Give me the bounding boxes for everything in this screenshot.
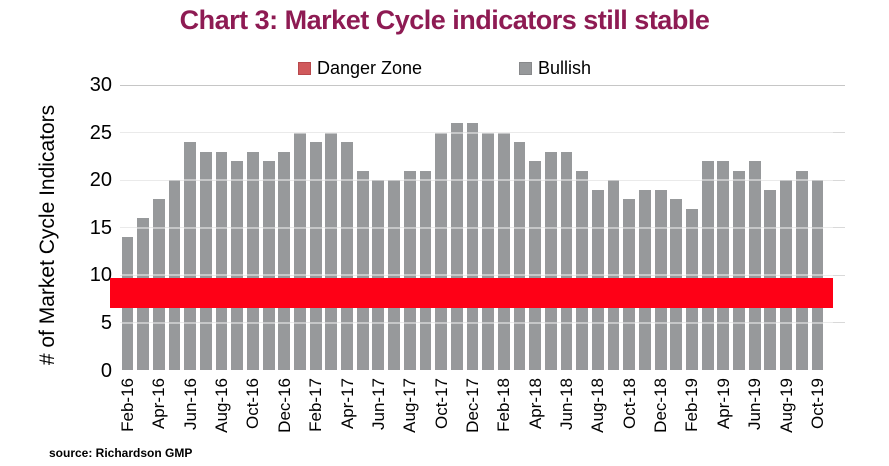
bar-jun-18 [560,151,573,371]
y-tick-label: 15 [89,216,112,239]
bar-jun-19 [748,161,761,371]
bar-aug-17 [403,170,416,371]
bar-sep-17 [419,170,432,371]
bar-jun-16 [184,142,197,371]
bar-oct-19 [811,180,824,371]
source-note: source: Richardson GMP [49,446,193,460]
y-tick-label: 20 [89,169,112,192]
danger-zone-swatch-icon [298,62,311,75]
bar-aug-16 [215,151,228,371]
bar-sep-19 [795,170,808,371]
legend-item-bullish: Bullish [519,58,591,79]
legend-label-bullish: Bullish [538,58,592,78]
bar-dec-17 [466,123,479,371]
bar-sep-16 [231,161,244,371]
bar-jul-16 [200,151,212,371]
bar-may-18 [544,151,557,371]
bar-may-16 [168,180,181,371]
gridline-overlay [120,226,833,229]
y-tick-label: 25 [89,121,112,144]
bar-jan-18 [482,132,495,371]
bar-may-17 [356,170,369,371]
bar-feb-18 [497,132,510,371]
bar-sep-18 [607,180,620,371]
gridline-overlay [120,321,833,324]
bar-jun-17 [372,180,385,371]
bar-mar-17 [325,132,338,371]
bar-nov-17 [450,123,463,371]
legend-item-danger-zone: Danger Zone [298,58,422,79]
legend-label-danger-zone: Danger Zone [317,58,423,78]
bar-nov-16 [262,161,275,371]
y-tick-label: 10 [89,264,112,287]
bar-apr-18 [529,161,542,371]
bar-apr-19 [717,161,730,371]
bar-dec-16 [278,151,291,371]
y-axis-title: # of Market Cycle Indicators [36,104,60,366]
bar-feb-17 [309,142,322,371]
gridline-overlay [120,179,833,182]
bullish-swatch-icon [519,62,532,75]
gridline [120,84,845,86]
bar-apr-17 [341,142,353,371]
bar-aug-19 [780,180,792,371]
y-tick-label: 30 [89,74,112,96]
bar-jan-17 [294,132,306,371]
danger-zone-band [110,278,833,308]
bar-jul-18 [576,170,589,371]
gridline-overlay [120,131,833,134]
y-tick-label: 0 [100,359,112,382]
bar-mar-19 [701,161,714,371]
y-tick-label: 5 [100,311,112,334]
bar-oct-16 [247,151,259,371]
bar-jul-17 [388,180,400,371]
bar-may-19 [733,170,745,371]
chart-title: Chart 3: Market Cycle indicators still s… [179,5,710,35]
bar-oct-17 [435,132,447,371]
gridline-overlay [120,274,833,277]
bar-mar-18 [513,142,526,371]
